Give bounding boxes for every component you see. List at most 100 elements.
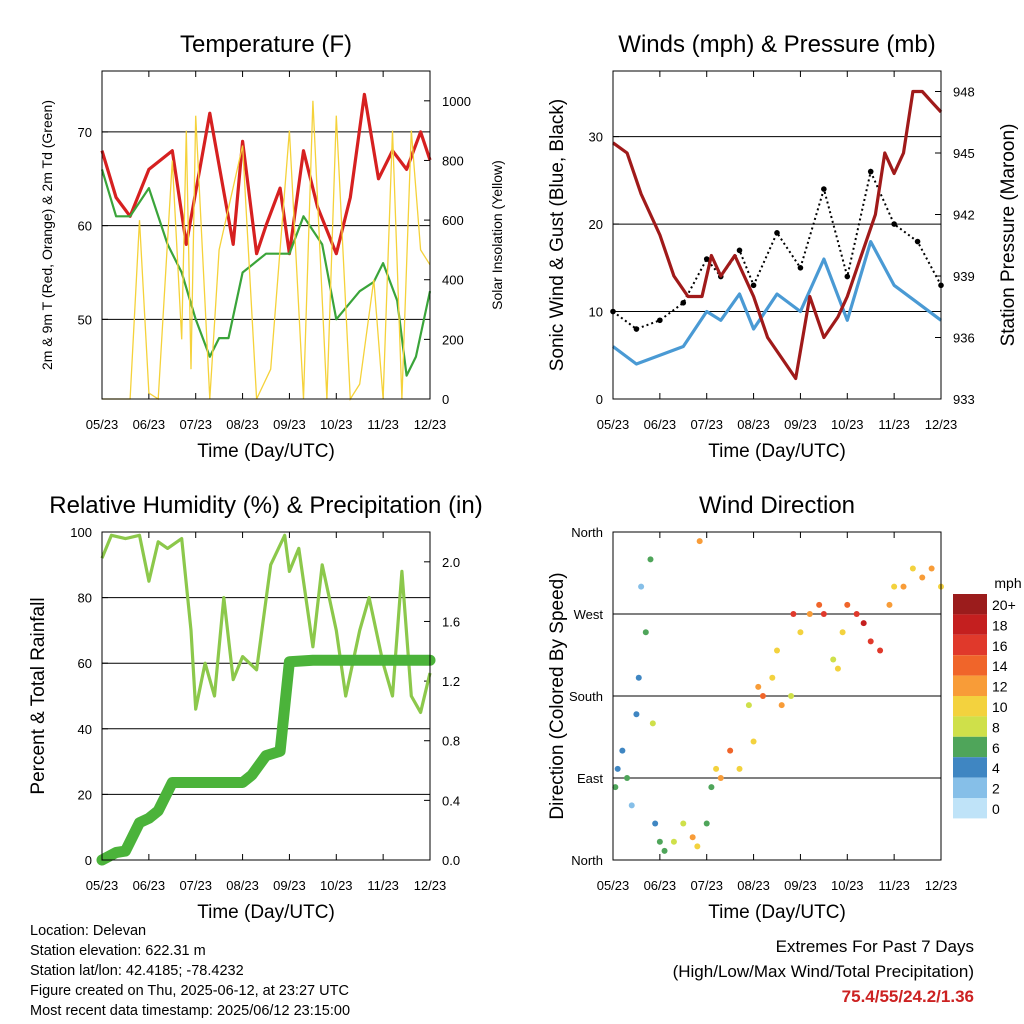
figure-created: Figure created on Thu, 2025-06-12, at 23… [30, 983, 349, 999]
colorbar-label: 2 [992, 781, 1000, 797]
series-point [844, 273, 851, 280]
y-axis-label: Sonic Wind & Gust (Blue, Black) [547, 99, 568, 371]
y-tick-label: West [574, 607, 604, 622]
y-axis-label: Percent & Total Rainfall [28, 597, 49, 794]
series-line [100, 92, 432, 256]
y-tick-label: 0 [596, 392, 603, 407]
x-tick-label: 08/23 [226, 878, 259, 893]
y2-tick-label: 1.6 [442, 614, 460, 629]
y2-tick-label: 942 [953, 208, 975, 223]
x-axis-label: Time (Day/UTC) [708, 902, 846, 923]
direction-point [745, 702, 752, 709]
x-tick-label: 06/23 [133, 878, 166, 893]
direction-point [717, 775, 724, 781]
plot-frame [612, 70, 942, 400]
x-tick-label: 11/23 [367, 878, 399, 893]
direction-point [696, 538, 703, 545]
x-axis-label: Time (Day/UTC) [197, 902, 335, 923]
colorbar-swatch [953, 675, 987, 696]
colorbar-label: 12 [992, 679, 1008, 695]
direction-point [635, 674, 642, 681]
x-tick-label: 06/23 [644, 417, 677, 432]
direction-point [790, 611, 797, 617]
direction-point [830, 656, 837, 663]
y2-tick-label: 800 [442, 153, 464, 168]
direction-point [834, 665, 841, 672]
plot-frame [101, 531, 431, 861]
colorbar-label: 4 [992, 760, 1000, 776]
x-tick-label: 09/23 [784, 878, 817, 893]
direction-point [661, 847, 668, 854]
direction-point [867, 638, 874, 645]
station-elevation: Station elevation: 622.31 m [30, 943, 206, 959]
direction-point [820, 611, 827, 617]
x-tick-label: 12/23 [925, 417, 958, 432]
y2-tick-label: 0 [442, 392, 449, 407]
direction-point [774, 647, 780, 654]
x-axis-label: Time (Day/UTC) [197, 441, 335, 462]
x-tick-label: 05/23 [597, 417, 630, 432]
y2-tick-label: 0.4 [442, 793, 460, 808]
series-line [96, 654, 436, 866]
chart-title: Temperature (F) [180, 31, 352, 58]
x-tick-label: 06/23 [644, 878, 677, 893]
x-tick-label: 11/23 [367, 417, 399, 432]
direction-point [633, 711, 640, 718]
direction-point [638, 583, 645, 590]
plot-frame [612, 531, 942, 861]
direction-point [877, 647, 884, 654]
direction-point [612, 784, 619, 791]
direction-point [703, 820, 710, 827]
x-tick-label: 09/23 [784, 417, 817, 432]
direction-point [713, 765, 720, 772]
series-line [612, 240, 942, 366]
chart-title: Winds (mph) & Pressure (mb) [618, 31, 935, 58]
direction-point [759, 693, 766, 699]
colorbar-swatch [953, 696, 987, 717]
y2-tick-label: 1.2 [442, 674, 460, 689]
colorbar-label: 8 [992, 719, 1000, 735]
extremes-legend: (High/Low/Max Wind/Total Precipitation) [672, 962, 974, 981]
y2-tick-label: 936 [953, 331, 975, 346]
colorbar-label: 6 [992, 740, 1000, 756]
y-tick-label: South [569, 689, 603, 704]
x-tick-label: 05/23 [86, 878, 119, 893]
direction-point [778, 702, 785, 709]
direction-point [628, 802, 635, 809]
colorbar-swatch [953, 716, 987, 737]
y2-tick-label: 945 [953, 146, 975, 161]
x-axis-label: Time (Day/UTC) [708, 441, 846, 462]
y-tick-label: 0 [85, 853, 92, 868]
y-tick-label: East [577, 771, 603, 786]
direction-point [806, 611, 813, 617]
x-tick-label: 10/23 [831, 878, 864, 893]
station-info: Location: Delevan Station elevation: 622… [30, 921, 350, 1021]
direction-point [727, 747, 734, 754]
x-tick-label: 06/23 [133, 417, 166, 432]
y-tick-label: 10 [589, 305, 603, 320]
direction-point [689, 834, 696, 841]
x-tick-label: 10/23 [320, 878, 353, 893]
x-tick-label: 12/23 [925, 878, 958, 893]
colorbar-label: 18 [992, 617, 1008, 633]
direction-point [680, 820, 687, 827]
direction-point [919, 574, 926, 581]
y-tick-label: 50 [78, 312, 92, 327]
direction-point [614, 765, 621, 772]
extremes-title: Extremes For Past 7 Days [775, 937, 974, 956]
x-tick-label: 09/23 [273, 417, 306, 432]
colorbar-title: mph [994, 575, 1021, 591]
y2-tick-label: 1000 [442, 94, 471, 109]
direction-point [839, 629, 846, 636]
extremes-box: Extremes For Past 7 Days (High/Low/Max W… [673, 934, 974, 1009]
direction-point [788, 693, 795, 699]
direction-point [624, 775, 631, 781]
y2-tick-label: 200 [442, 332, 464, 347]
y-tick-label: North [571, 525, 603, 540]
extremes-values: 75.4/55/24.2/1.36 [841, 987, 974, 1006]
colorbar-label: 16 [992, 638, 1008, 654]
series-line [100, 169, 432, 377]
y2-tick-label: 0.8 [442, 734, 460, 749]
